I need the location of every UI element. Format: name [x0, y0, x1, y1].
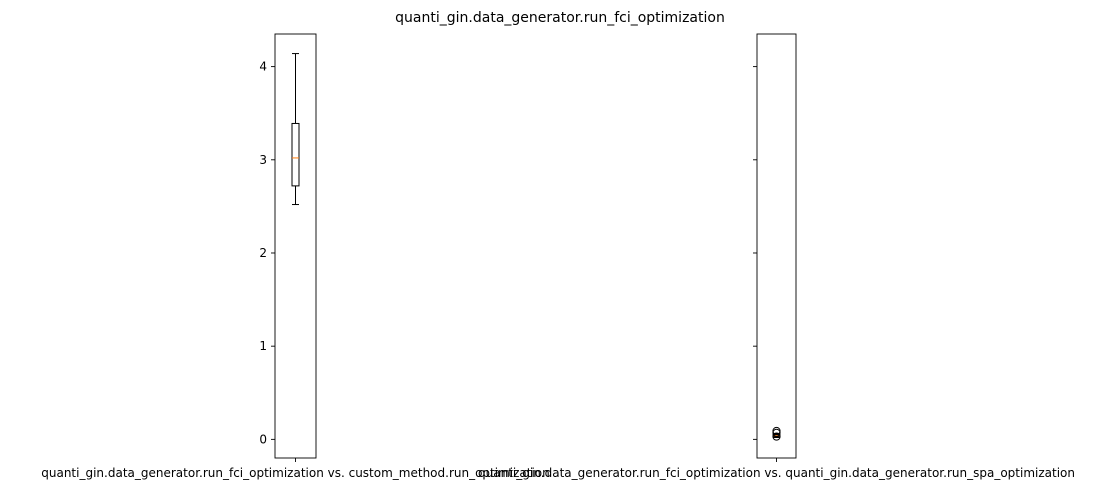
flier-point: [772, 432, 781, 441]
box-iqr: [291, 122, 300, 187]
y-tick-label: 2: [259, 246, 267, 260]
y-tick-label: 0: [259, 432, 267, 446]
y-tick-label: 1: [259, 339, 267, 353]
x-category-label: quanti_gin.data_generator.run_fci_optimi…: [478, 466, 1075, 480]
chart-title: quanti_gin.data_generator.run_fci_optimi…: [395, 10, 725, 26]
y-tick-label: 4: [259, 60, 267, 74]
y-tick-label: 3: [259, 153, 267, 167]
axes-frame-2: [756, 33, 797, 459]
x-category-label: quanti_gin.data_generator.run_fci_optimi…: [41, 466, 550, 480]
flier-point: [772, 426, 781, 436]
